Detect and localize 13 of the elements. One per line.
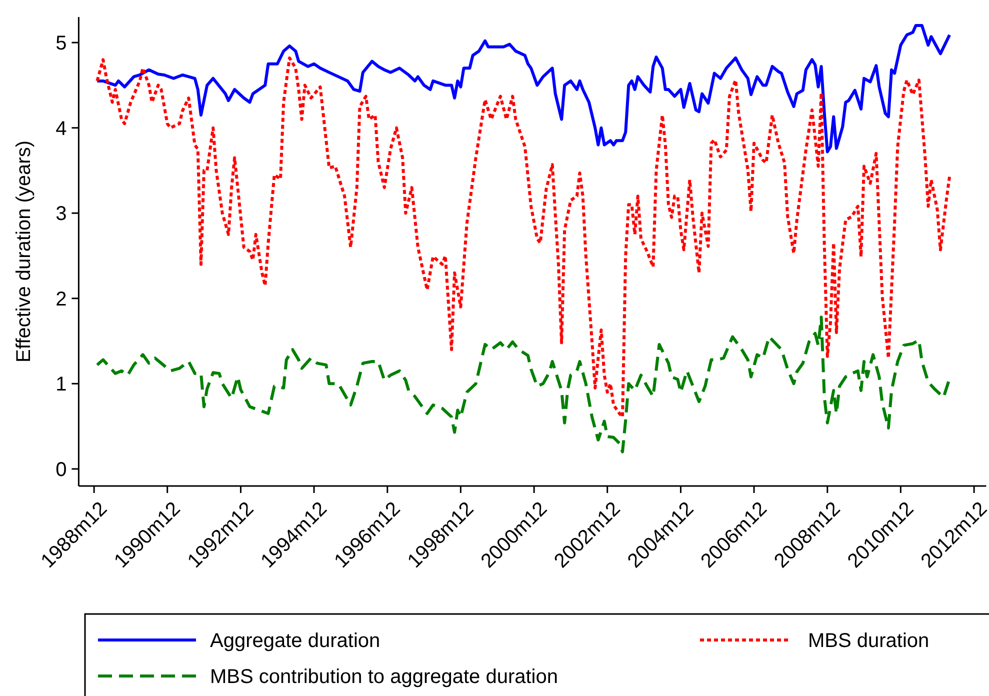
y-tick-label: 2	[56, 288, 67, 310]
line-series	[96, 316, 952, 454]
y-tick-label: 4	[56, 118, 67, 140]
legend-label: Aggregate duration	[210, 630, 380, 652]
line-series	[96, 24, 952, 154]
y-axis-title: Effective duration (years)	[13, 140, 35, 362]
y-tick-label: 1	[56, 374, 67, 396]
y-tick-label: 5	[56, 32, 67, 55]
legend-label: MBS duration	[808, 630, 930, 652]
y-tick-label: 0	[56, 458, 67, 481]
y-tick-label: 3	[56, 203, 67, 226]
legend-label: MBS contribution to aggregate duration	[210, 666, 558, 688]
line-series	[96, 56, 952, 418]
